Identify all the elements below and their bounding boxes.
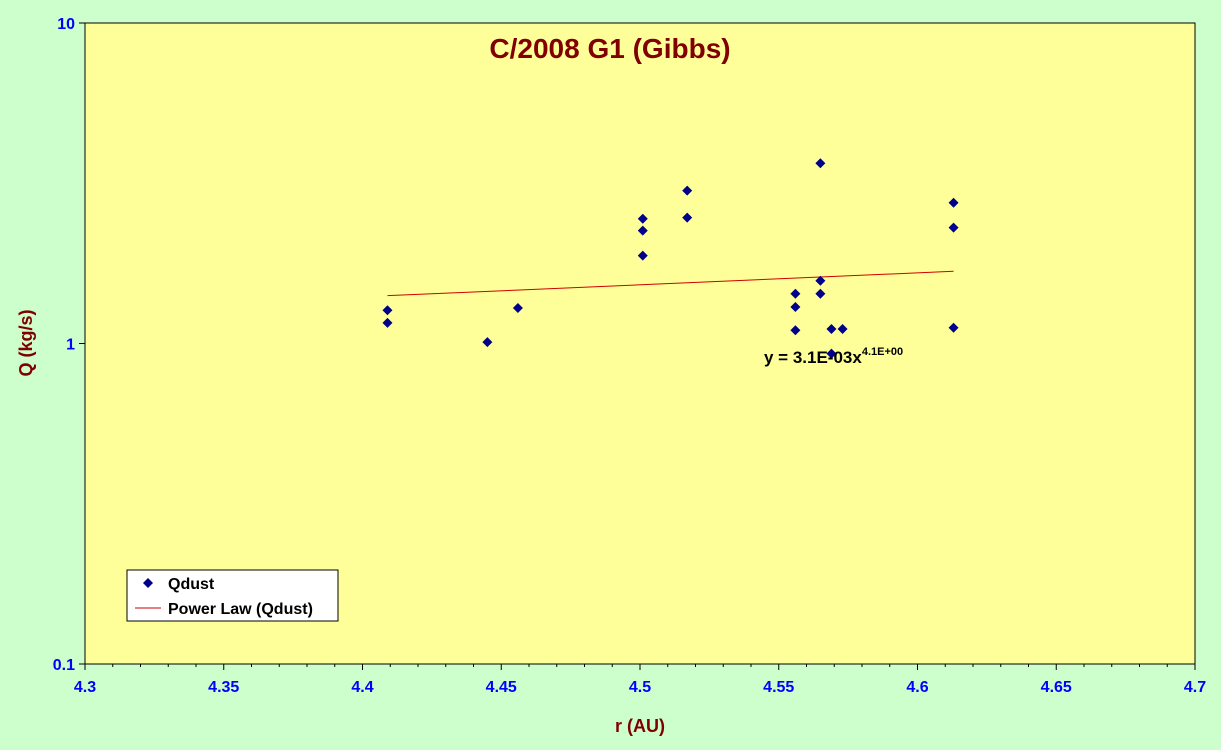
x-ticks: 4.3 4.35 4.4 4.45 4.5 4.55 4.6 4.65 4.7 <box>74 664 1206 696</box>
x-tick-label: 4.65 <box>1041 679 1072 696</box>
y-tick-label: 1 <box>66 337 75 354</box>
y-ticks: 0.1 1 10 <box>53 16 85 674</box>
chart-title: C/2008 G1 (Gibbs) <box>489 33 730 64</box>
data-point-qdust <box>790 301 801 312</box>
data-point-qdust <box>682 212 693 223</box>
y-axis-title: Q (kg/s) <box>16 309 36 376</box>
data-point-qdust <box>637 213 648 224</box>
data-point-qdust <box>790 288 801 299</box>
data-point-qdust <box>512 303 523 314</box>
legend: Qdust Power Law (Qdust) <box>126 569 339 622</box>
data-point-qdust <box>790 325 801 336</box>
data-point-qdust <box>815 158 826 169</box>
x-tick-label: 4.35 <box>208 679 239 696</box>
data-point-qdust <box>837 323 848 334</box>
trendline-group <box>387 270 954 297</box>
x-tick-label: 4.7 <box>1184 679 1206 696</box>
trendline-equation: y = 3.1E-03x4.1E+00 <box>764 346 903 367</box>
x-tick-label: 4.4 <box>351 679 373 696</box>
x-axis-title: r (AU) <box>615 716 665 736</box>
x-tick-label: 4.5 <box>629 679 651 696</box>
data-point-qdust <box>948 222 959 233</box>
y-tick-label: 10 <box>57 16 75 33</box>
legend-label-qdust: Qdust <box>168 576 215 593</box>
data-point-qdust <box>815 275 826 286</box>
data-point-qdust <box>637 225 648 236</box>
legend-box <box>126 569 339 622</box>
x-tick-label: 4.45 <box>486 679 517 696</box>
data-point-qdust <box>948 322 959 333</box>
data-point-qdust <box>382 317 393 328</box>
data-point-qdust <box>382 305 393 316</box>
legend-marker-qdust <box>143 578 153 588</box>
trendline-powerlaw <box>387 270 954 297</box>
data-point-qdust <box>948 197 959 208</box>
legend-label-powerlaw: Power Law (Qdust) <box>168 601 313 618</box>
data-point-qdust <box>815 288 826 299</box>
data-point-qdust <box>682 185 693 196</box>
y-tick-label: 0.1 <box>53 657 75 674</box>
plot-area <box>84 22 1196 665</box>
data-point-qdust <box>482 337 493 348</box>
data-point-qdust <box>637 250 648 261</box>
points-group <box>382 158 959 359</box>
x-tick-label: 4.3 <box>74 679 96 696</box>
equation-exponent: 4.1E+00 <box>862 346 903 358</box>
x-tick-label: 4.55 <box>763 679 794 696</box>
x-tick-label: 4.6 <box>906 679 928 696</box>
data-point-qdust <box>826 348 837 359</box>
data-point-qdust <box>826 323 837 334</box>
equation-main: y = 3.1E-03x <box>764 348 862 367</box>
